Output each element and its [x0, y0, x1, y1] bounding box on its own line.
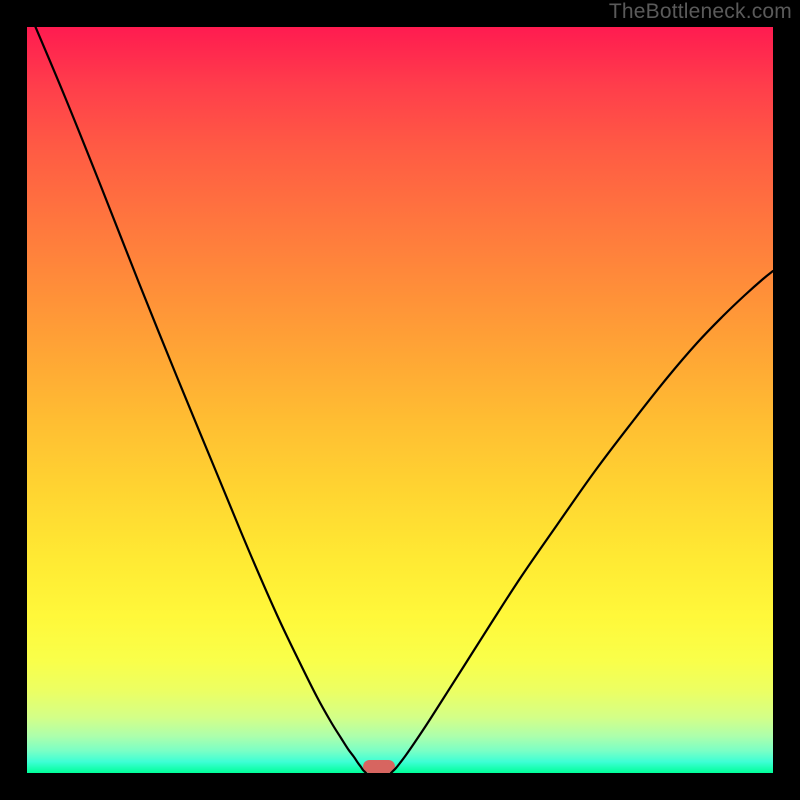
bottleneck-curve: [27, 27, 773, 773]
plot-area: [27, 27, 773, 773]
curve-right-branch: [391, 271, 773, 773]
watermark-text: TheBottleneck.com: [609, 0, 792, 24]
curve-left-branch: [27, 27, 366, 773]
